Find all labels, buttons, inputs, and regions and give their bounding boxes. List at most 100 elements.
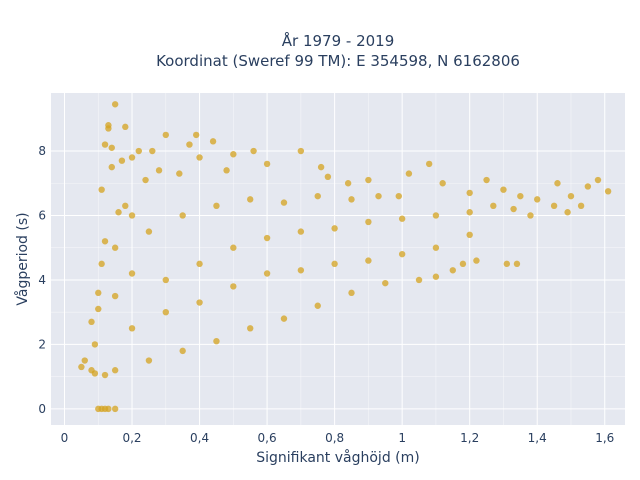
scatter-point	[101, 141, 109, 148]
chart-title-line-1: År 1979 - 2019	[282, 31, 395, 50]
scatter-point	[108, 163, 115, 171]
x-tick-label: 0,2	[122, 431, 141, 445]
x-tick-label: 1,6	[595, 431, 614, 445]
scatter-point	[297, 267, 305, 274]
scatter-point	[550, 202, 558, 210]
scatter-point	[101, 371, 109, 379]
plot-area	[51, 93, 625, 425]
scatter-point	[128, 325, 136, 332]
y-tick-label: 4	[38, 273, 46, 287]
scatter-point	[405, 170, 413, 177]
x-tick-label: 1,4	[528, 431, 547, 445]
scatter-point	[122, 202, 129, 210]
scatter-point	[297, 228, 305, 235]
scatter-point	[101, 238, 109, 245]
scatter-point	[314, 302, 321, 309]
scatter-point	[534, 196, 541, 203]
scatter-point	[91, 370, 99, 377]
x-tick-label: 0,6	[258, 431, 277, 445]
scatter-point	[375, 192, 382, 200]
x-tick-label: 0,8	[325, 431, 344, 445]
scatter-point	[230, 244, 237, 251]
scatter-point	[111, 244, 119, 251]
scatter-point	[503, 260, 511, 268]
scatter-point	[186, 141, 193, 148]
x-axis-ticks: 0 0,2 0,4 0,6 0,8 1 1,2 1,4 1,6	[61, 431, 615, 445]
scatter-point	[263, 160, 271, 168]
scatter-point	[554, 180, 561, 187]
scatter-point	[145, 357, 153, 364]
scatter-point	[196, 260, 203, 268]
scatter-points	[78, 101, 612, 413]
scatter-point	[324, 173, 332, 181]
scatter-point	[280, 315, 288, 322]
x-tick-label: 0	[61, 431, 69, 445]
scatter-point	[179, 212, 186, 219]
scatter-point	[365, 176, 372, 184]
scatter-point	[176, 170, 183, 177]
scatter-point	[105, 405, 112, 413]
scatter-point	[513, 260, 521, 268]
scatter-point	[439, 180, 446, 187]
scatter-point	[263, 270, 271, 277]
scatter-point	[449, 267, 456, 274]
scatter-point	[577, 202, 585, 210]
y-tick-label: 2	[38, 337, 46, 351]
scatter-point	[111, 405, 119, 413]
scatter-point	[280, 199, 288, 206]
scatter-point	[344, 180, 352, 187]
scatter-point	[483, 176, 490, 184]
scatter-point	[517, 192, 524, 200]
scatter-point	[317, 163, 325, 171]
scatter-point	[348, 289, 355, 297]
scatter-point	[209, 138, 217, 145]
scatter-point	[91, 341, 99, 348]
scatter-point	[95, 289, 102, 297]
scatter-point	[111, 292, 119, 300]
scatter-point	[365, 257, 372, 264]
scatter-point	[128, 212, 136, 219]
scatter-point	[196, 299, 203, 306]
scatter-point	[432, 212, 440, 219]
scatter-point	[584, 183, 592, 190]
scatter-point	[604, 188, 612, 195]
scatter-point	[111, 101, 119, 108]
scatter-point	[500, 186, 507, 193]
scatter-point	[118, 157, 126, 164]
scatter-point	[432, 273, 440, 280]
scatter-point	[250, 147, 257, 155]
scatter-point	[297, 147, 305, 155]
y-axis-title: Vågperiod (s)	[14, 212, 31, 305]
scatter-point	[247, 325, 254, 332]
scatter-point	[98, 260, 105, 268]
scatter-point	[213, 337, 220, 345]
scatter-point	[128, 154, 136, 161]
scatter-point	[95, 305, 102, 313]
scatter-point	[78, 363, 85, 371]
scatter-point	[398, 215, 406, 222]
chart-title-line-2: Koordinat (Sweref 99 TM): E 354598, N 61…	[156, 52, 520, 70]
scatter-point	[149, 147, 156, 155]
scatter-point	[331, 260, 338, 268]
scatter-point	[162, 308, 169, 316]
y-tick-label: 6	[38, 208, 46, 222]
scatter-point	[122, 123, 129, 131]
scatter-point	[594, 176, 602, 184]
scatter-point	[162, 276, 169, 284]
scatter-point	[108, 144, 115, 151]
scatter-point	[459, 260, 467, 268]
scatter-point	[162, 131, 169, 139]
scatter-point	[115, 209, 122, 216]
scatter-point	[98, 186, 105, 193]
scatter-point	[230, 283, 237, 290]
scatter-point	[230, 151, 237, 158]
scatter-point	[105, 122, 112, 129]
scatter-point	[510, 205, 517, 213]
scatter-point	[395, 192, 402, 200]
scatter-point	[135, 147, 142, 155]
scatter-point	[192, 131, 200, 139]
x-tick-label: 0,4	[190, 431, 209, 445]
x-tick-label: 1,2	[460, 431, 479, 445]
scatter-point	[490, 202, 497, 210]
scatter-point	[213, 202, 220, 210]
